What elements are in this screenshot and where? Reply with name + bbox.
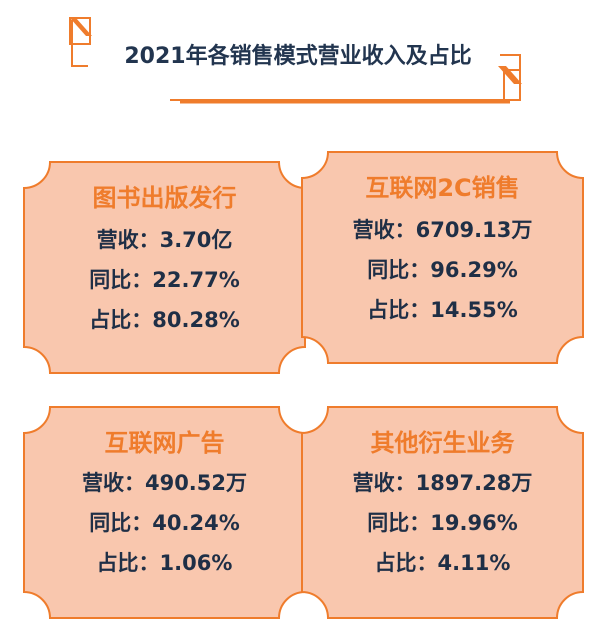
- bracket-bottom-right-fold: [498, 66, 522, 84]
- card-frame: [301, 406, 584, 619]
- card-title: 图书出版发行: [92, 184, 237, 212]
- card-yoy: 同比：22.77%: [89, 268, 240, 292]
- card-share: 占比：1.06%: [96, 551, 233, 575]
- bracket-top-left-outer: [69, 17, 91, 45]
- card-frame: [23, 161, 306, 374]
- page-title: 2021年各销售模式营业收入及占比: [124, 44, 472, 69]
- card-title: 互联网2C销售: [365, 174, 520, 202]
- card-revenue: 营收：6709.13万: [352, 218, 533, 242]
- card-revenue: 营收：3.70亿: [96, 228, 233, 252]
- card-title: 互联网广告: [104, 429, 225, 457]
- card-share: 占比：4.11%: [374, 551, 511, 575]
- card-revenue: 营收：490.52万: [81, 471, 248, 495]
- card-revenue: 营收：1897.28万: [352, 471, 533, 495]
- card-other-derivative: 其他衍生业务 营收：1897.28万 同比：19.96% 占比：4.11%: [300, 405, 585, 620]
- card-frame: [23, 406, 306, 619]
- card-share: 占比：14.55%: [367, 298, 518, 322]
- title-bracket-frame: [69, 17, 522, 104]
- card-frame: [301, 151, 584, 364]
- card-title: 其他衍生业务: [370, 429, 515, 457]
- card-yoy: 同比：40.24%: [89, 511, 240, 535]
- title-banner: 2021年各销售模式营业收入及占比: [0, 0, 589, 120]
- card-internet-ads: 互联网广告 营收：490.52万 同比：40.24% 占比：1.06%: [22, 405, 307, 620]
- bracket-top-left-line: [71, 20, 88, 67]
- card-yoy: 同比：96.29%: [367, 258, 518, 282]
- card-yoy: 同比：19.96%: [367, 511, 518, 535]
- card-book-publishing: 图书出版发行 营收：3.70亿 同比：22.77% 占比：80.28%: [22, 160, 307, 375]
- card-share: 占比：80.28%: [89, 308, 240, 332]
- bracket-top-left-fold: [70, 18, 92, 36]
- card-internet-2c-sales: 互联网2C销售 营收：6709.13万 同比：96.29% 占比：14.55%: [300, 150, 585, 365]
